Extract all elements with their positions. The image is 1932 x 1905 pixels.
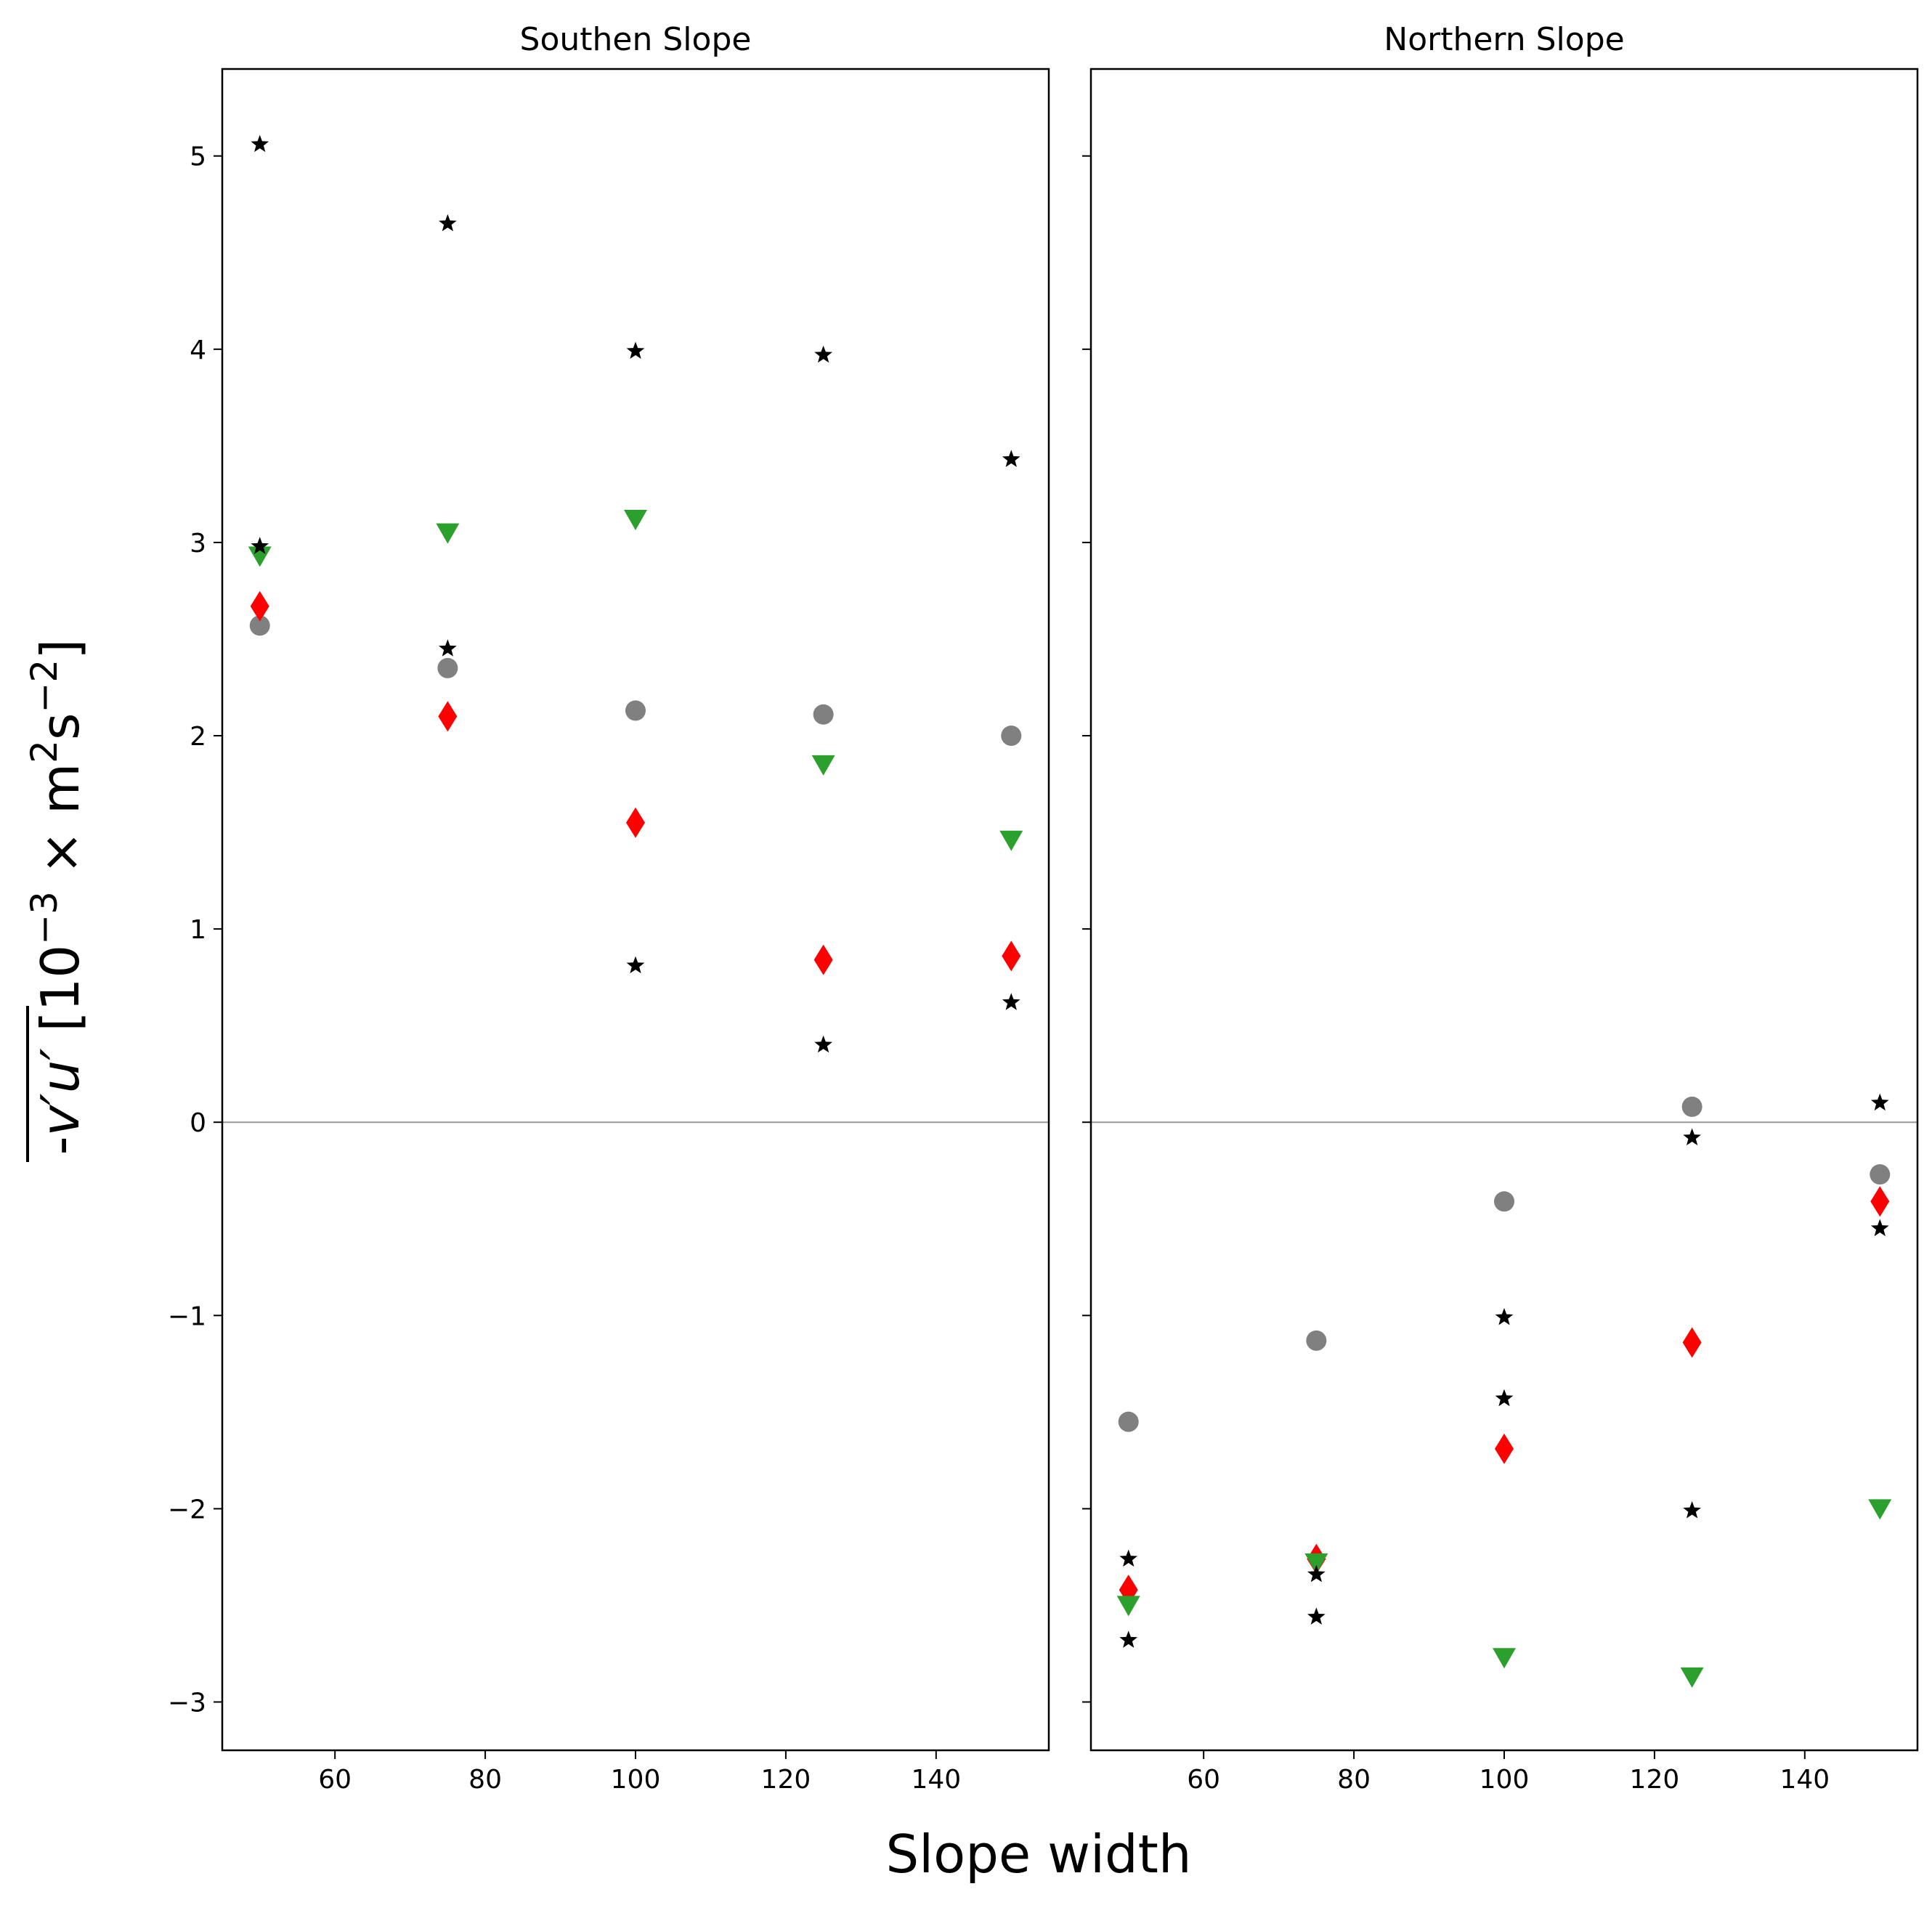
data-point-triangle-down: [624, 509, 647, 530]
y-tick-label: 0: [190, 1108, 206, 1138]
data-point-triangle-down: [811, 755, 835, 776]
data-point-star: [1495, 1389, 1514, 1407]
x-tick-label: 120: [1630, 1765, 1680, 1795]
axes-frame: [221, 68, 1050, 1752]
data-point-star: [1002, 993, 1020, 1010]
data-point-triangle-down: [1680, 1667, 1704, 1688]
data-point-circle: [1681, 1096, 1702, 1117]
data-point-star: [1119, 1630, 1138, 1648]
data-point-star: [1683, 1128, 1701, 1146]
data-point-circle: [249, 615, 270, 636]
y-label-exp1: −3: [23, 891, 65, 945]
data-point-star: [1870, 1093, 1889, 1111]
data-point-star: [1870, 1219, 1889, 1237]
data-point-circle: [625, 700, 646, 721]
data-point-star: [439, 214, 457, 232]
panel-southen-slope: Southen Slope 60 80 100 120 140 −3 −2 −1 0 1 2 3 4 5: [168, 21, 1050, 1795]
data-point-diamond: [1002, 941, 1021, 972]
data-point-diamond: [1870, 1186, 1890, 1217]
data-point-triangle-down: [999, 830, 1023, 851]
y-label-sign: -: [30, 1136, 91, 1155]
data-point-triangle-down: [1116, 1596, 1140, 1617]
data-point-triangle-down: [248, 546, 272, 567]
axes-frame: [1089, 68, 1919, 1752]
data-point-star: [1683, 1501, 1701, 1519]
x-tick-label: 80: [1337, 1765, 1371, 1795]
data-point-circle: [1870, 1164, 1891, 1185]
x-tick-label: 140: [911, 1765, 961, 1795]
data-point-star: [1002, 450, 1020, 468]
x-tick-label: 100: [611, 1765, 661, 1795]
y-tick-label: 3: [190, 529, 206, 558]
y-label-bracket-open: [10: [30, 945, 91, 1032]
data-point-diamond: [813, 944, 833, 975]
data-point-diamond: [250, 590, 269, 622]
data-point-star: [626, 956, 645, 974]
y-label-unit2: s: [30, 712, 91, 740]
data-point-star: [1495, 1307, 1514, 1325]
data-point-circle: [1494, 1191, 1514, 1212]
data-point-circle: [1306, 1330, 1327, 1351]
x-tick-label: 140: [1779, 1765, 1830, 1795]
data-point-triangle-down: [1868, 1499, 1892, 1520]
data-point-star: [814, 1035, 832, 1053]
panel-title: Southen Slope: [520, 21, 752, 58]
data-point-triangle-down: [436, 523, 460, 544]
y-tick-label: 5: [190, 142, 206, 172]
y-axis-label: -v′u′ [10−3 × m2s−2]: [23, 639, 91, 1162]
y-tick-label: −3: [168, 1688, 206, 1718]
x-tick-label: 100: [1480, 1765, 1530, 1795]
data-point-diamond: [626, 807, 645, 838]
x-axis-label: Slope width: [885, 1824, 1191, 1885]
data-point-diamond: [1495, 1433, 1514, 1464]
data-point-star: [814, 345, 832, 363]
y-label-bracket-close: ]: [30, 639, 91, 659]
y-label-exp2: 2: [23, 740, 65, 763]
y-tick-label: −2: [168, 1495, 206, 1524]
data-point-star: [1307, 1564, 1326, 1583]
svg-text:-v′u′ [10−3 × m2s−2]: -v′u′ [10−3 × m2s−2]: [23, 639, 91, 1155]
x-tick-label: 120: [761, 1765, 811, 1795]
data-point-circle: [1118, 1411, 1139, 1432]
y-label-exp3: −2: [23, 659, 65, 713]
y-label-times: × m: [30, 763, 91, 891]
data-point-star: [439, 639, 457, 657]
data-point-diamond: [438, 701, 458, 732]
data-point-circle: [1001, 726, 1022, 747]
panel-title: Northern Slope: [1384, 21, 1624, 58]
x-tick-label: 60: [318, 1765, 352, 1795]
y-label-variable: v′u′: [30, 1048, 91, 1136]
y-tick-label: 2: [190, 722, 206, 752]
data-point-triangle-down: [1493, 1648, 1516, 1669]
x-tick-label: 80: [468, 1765, 502, 1795]
data-point-triangle-down: [1304, 1553, 1328, 1574]
x-tick-label: 60: [1187, 1765, 1220, 1795]
data-point-star: [1307, 1607, 1326, 1625]
data-point-diamond: [1682, 1327, 1702, 1358]
y-tick-label: −1: [168, 1301, 206, 1331]
data-point-circle: [813, 704, 834, 725]
data-point-circle: [437, 657, 458, 678]
data-point-star: [626, 341, 645, 360]
data-point-star: [1119, 1549, 1138, 1567]
panel-northern-slope: Northern Slope 60 80 100 120 140: [1082, 21, 1919, 1795]
y-tick-label: 1: [190, 915, 206, 945]
y-tick-label: 4: [190, 336, 206, 365]
data-point-star: [251, 134, 269, 153]
data-point-star: [251, 537, 269, 554]
